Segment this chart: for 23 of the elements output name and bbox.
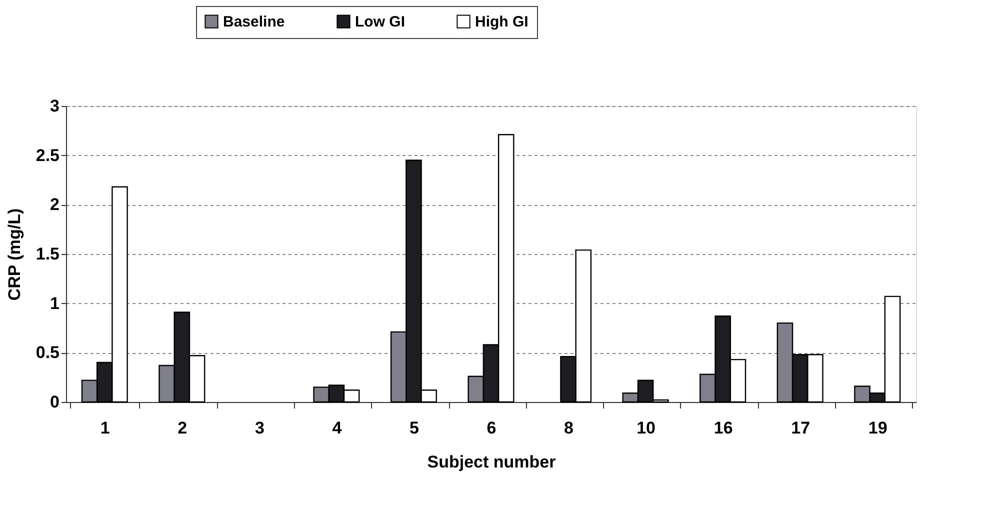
x-tick-label: 17: [791, 418, 810, 438]
legend-label: Baseline: [223, 14, 285, 31]
x-tick-label: 1: [100, 418, 110, 438]
x-tick-label: 4: [332, 418, 342, 438]
y-axis-title: CRP (mg/L): [4, 208, 24, 301]
y-tick-label: 0.5: [36, 343, 60, 362]
x-tick-label: 8: [564, 418, 574, 438]
y-tick-label: 2.5: [36, 146, 60, 165]
x-tick-label: 6: [486, 418, 496, 438]
y-tick-label: 3: [50, 96, 60, 116]
legend-label: High GI: [475, 14, 528, 31]
x-tick-label: 10: [636, 418, 656, 438]
y-tick-label: 2: [50, 195, 60, 214]
y-tick-label: 1.5: [36, 244, 60, 264]
x-tick-label: 2: [178, 418, 188, 438]
x-tick-label: 3: [254, 418, 264, 438]
y-tick-label: 1: [50, 294, 60, 313]
x-tick-label: 5: [409, 418, 419, 438]
y-tick-label: 0: [50, 392, 60, 412]
x-tick-label: 19: [868, 418, 888, 438]
legend-label: Low GI: [355, 14, 405, 31]
x-tick-label: 16: [714, 418, 733, 438]
x-axis-title: Subject number: [427, 452, 556, 472]
